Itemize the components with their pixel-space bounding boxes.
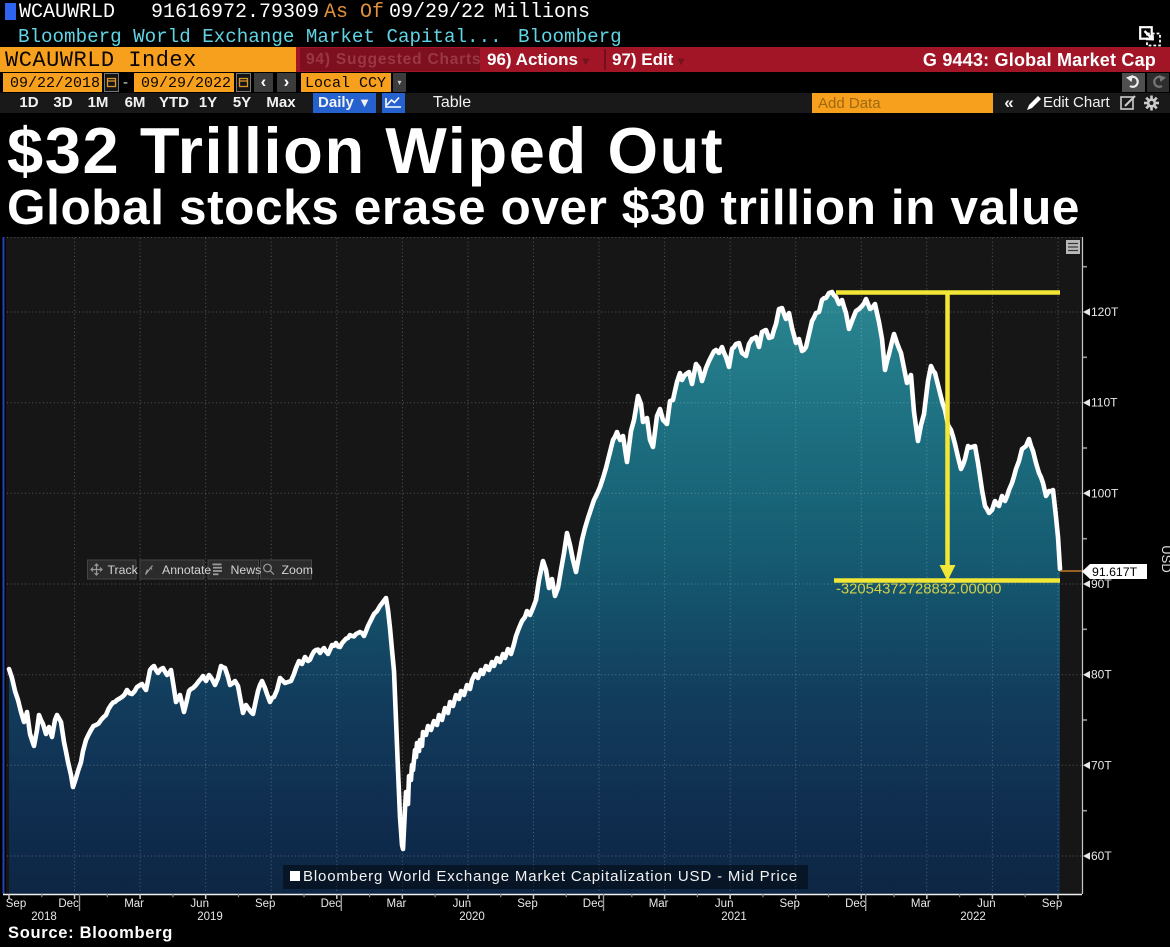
svg-text:90T: 90T: [1091, 577, 1112, 591]
svg-text:Sep: Sep: [255, 898, 275, 910]
svg-text:Annotate: Annotate: [162, 563, 211, 577]
svg-text:110T: 110T: [1091, 396, 1118, 410]
svg-text:Mar: Mar: [911, 898, 931, 910]
svg-text:80T: 80T: [1091, 668, 1112, 682]
svg-text:Jun: Jun: [977, 898, 996, 910]
svg-text:Sep: Sep: [1042, 898, 1062, 910]
svg-text:2021: 2021: [721, 911, 747, 923]
svg-text:Mar: Mar: [124, 898, 144, 910]
svg-text:Track: Track: [108, 563, 139, 577]
svg-text:Dec: Dec: [58, 898, 79, 910]
svg-text:2018: 2018: [31, 911, 57, 923]
svg-text:Sep: Sep: [6, 898, 26, 910]
svg-text:Mar: Mar: [649, 898, 669, 910]
svg-text:2022: 2022: [960, 911, 986, 923]
svg-text:91.617T: 91.617T: [1092, 565, 1138, 579]
svg-text:Sep: Sep: [779, 898, 799, 910]
svg-text:Sep: Sep: [517, 898, 537, 910]
svg-text:Dec: Dec: [845, 898, 866, 910]
svg-text:Mar: Mar: [386, 898, 406, 910]
svg-text:-32054372728832.00000: -32054372728832.00000: [836, 582, 1001, 598]
svg-text:Dec: Dec: [583, 898, 604, 910]
svg-text:USD: USD: [1159, 545, 1170, 572]
svg-text:60T: 60T: [1091, 849, 1112, 863]
svg-text:Bloomberg World Exchange Marke: Bloomberg World Exchange Market Capitali…: [303, 868, 798, 885]
svg-text:70T: 70T: [1091, 758, 1112, 772]
svg-text:2020: 2020: [459, 911, 485, 923]
svg-text:Jun: Jun: [453, 898, 472, 910]
svg-text:Dec: Dec: [321, 898, 342, 910]
svg-text:2019: 2019: [197, 911, 223, 923]
svg-text:120T: 120T: [1091, 305, 1119, 319]
svg-text:Jun: Jun: [190, 898, 209, 910]
svg-text:100T: 100T: [1091, 486, 1119, 500]
svg-text:Jun: Jun: [715, 898, 734, 910]
svg-text:News: News: [231, 563, 262, 577]
svg-text:Zoom: Zoom: [282, 563, 313, 577]
